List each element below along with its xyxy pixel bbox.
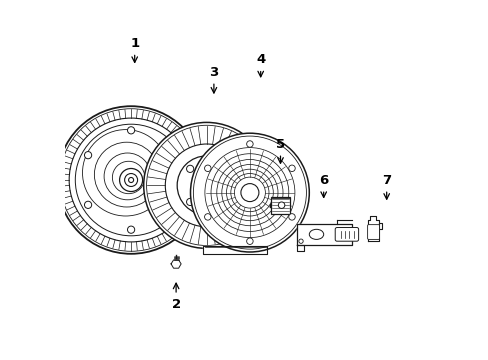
- Text: 5: 5: [275, 138, 285, 163]
- Circle shape: [204, 165, 211, 172]
- Circle shape: [216, 195, 225, 204]
- Circle shape: [143, 122, 269, 248]
- Polygon shape: [296, 245, 303, 251]
- FancyBboxPatch shape: [271, 197, 289, 214]
- Polygon shape: [337, 220, 352, 224]
- Circle shape: [120, 168, 142, 192]
- Text: 3: 3: [209, 66, 218, 93]
- FancyBboxPatch shape: [367, 225, 379, 239]
- Circle shape: [177, 156, 236, 215]
- Circle shape: [193, 172, 220, 199]
- Ellipse shape: [309, 229, 323, 239]
- Circle shape: [170, 152, 177, 159]
- Text: 1: 1: [130, 37, 139, 62]
- Circle shape: [190, 133, 309, 252]
- Circle shape: [186, 165, 193, 172]
- Polygon shape: [203, 246, 266, 254]
- Circle shape: [246, 238, 253, 244]
- Circle shape: [170, 201, 177, 208]
- Circle shape: [288, 214, 295, 220]
- Circle shape: [128, 177, 133, 183]
- Circle shape: [288, 165, 295, 172]
- Circle shape: [186, 198, 193, 206]
- Polygon shape: [171, 260, 181, 268]
- Circle shape: [204, 213, 211, 220]
- Text: 7: 7: [381, 174, 390, 199]
- Circle shape: [84, 152, 91, 159]
- Text: 4: 4: [256, 53, 265, 77]
- Circle shape: [127, 226, 134, 233]
- Circle shape: [219, 165, 226, 172]
- Polygon shape: [367, 216, 379, 241]
- Circle shape: [127, 127, 134, 134]
- Circle shape: [278, 202, 284, 208]
- Circle shape: [57, 106, 204, 254]
- Polygon shape: [296, 224, 352, 245]
- Circle shape: [219, 198, 226, 206]
- Circle shape: [298, 239, 303, 243]
- Circle shape: [246, 141, 253, 147]
- Text: 2: 2: [171, 283, 180, 311]
- Circle shape: [84, 201, 91, 208]
- FancyBboxPatch shape: [335, 228, 358, 241]
- Text: 6: 6: [319, 174, 327, 197]
